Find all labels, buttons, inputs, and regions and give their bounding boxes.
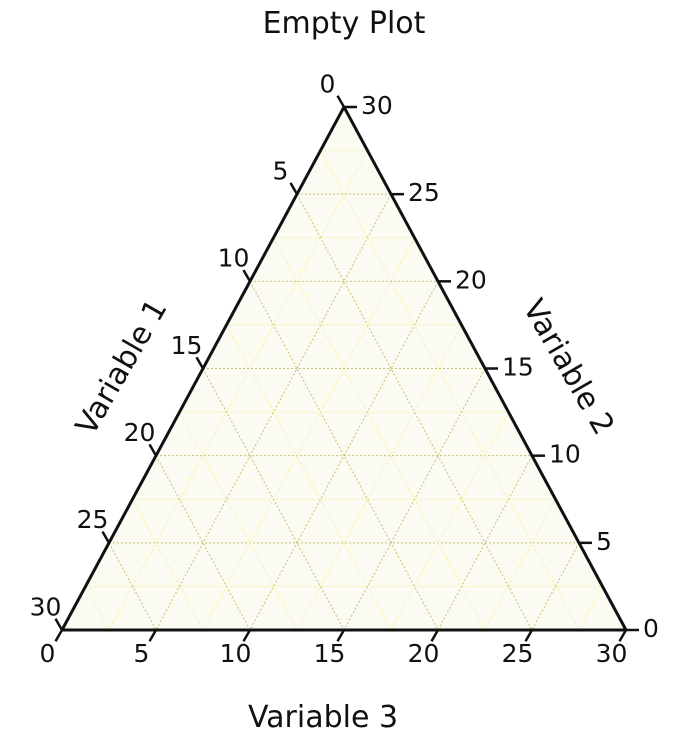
grid-line-right [390,411,509,631]
tick-left [336,95,346,108]
tick-label-left: 10 [218,244,250,273]
tick-left [54,618,64,631]
chart-title: Empty Plot [263,6,426,41]
tick-label-bottom: 10 [220,639,252,668]
tick-left [289,182,299,195]
tick-label-bottom: 25 [502,639,534,668]
grid [60,105,628,632]
grid-line-left [296,193,533,631]
grid-line-left [226,324,392,631]
tick-bottom [54,629,64,642]
grid-line-right [437,455,533,631]
grid-line-right [531,542,580,631]
tick-left [148,443,158,457]
grid-line-right [296,324,462,631]
axis-label-bottom: Variable 3 [248,700,398,735]
grid-line-right [578,586,603,631]
tick-label-right: 15 [502,353,534,382]
tick-label-left: 25 [77,505,109,534]
tick-bottom [430,629,440,642]
grid-line-left [155,455,251,631]
tick-label-right: 30 [361,91,393,120]
grid-line-right [108,150,368,631]
grid-line-right [155,193,392,631]
grid-line-right [343,368,486,631]
tick-label-left: 30 [30,592,62,621]
tick-bottom [148,629,158,642]
tick-bottom [336,629,346,642]
tick-left [101,530,111,544]
tick-label-left: 15 [171,331,203,360]
grid-line-left [179,411,298,631]
tick-label-right: 25 [408,178,440,207]
grid-line-left [320,150,580,631]
grid-line-left [108,542,157,631]
tick-label-left: 20 [124,418,156,447]
grid-line-left [132,499,204,631]
tick-bottom [618,629,628,642]
tick-label-right: 20 [455,265,487,294]
tick-label-bottom: 15 [314,639,346,668]
tick-bottom [242,629,252,642]
tick-label-left: 0 [320,69,336,98]
tick-label-left: 5 [273,157,289,186]
tick-label-bottom: 30 [596,639,628,668]
tick-label-right: 5 [596,527,612,556]
tick-label-bottom: 5 [134,639,150,668]
tick-bottom [524,629,534,642]
tick-label-bottom: 20 [408,639,440,668]
tick-left [195,356,205,370]
grid-line-left [85,586,110,631]
grid-line-left [202,368,345,631]
tick-label-right: 0 [643,614,659,643]
tick-label-right: 10 [549,440,581,469]
ticks: 0 5 10 15 20 25 30 0 5 10 15 20 25 30 0 5 10 15 20 25 30 [30,69,659,668]
tick-left [242,269,252,282]
grid-line-right [484,499,556,631]
axis-label-left: Variable 1 [69,294,174,441]
tick-label-bottom: 0 [40,639,56,668]
